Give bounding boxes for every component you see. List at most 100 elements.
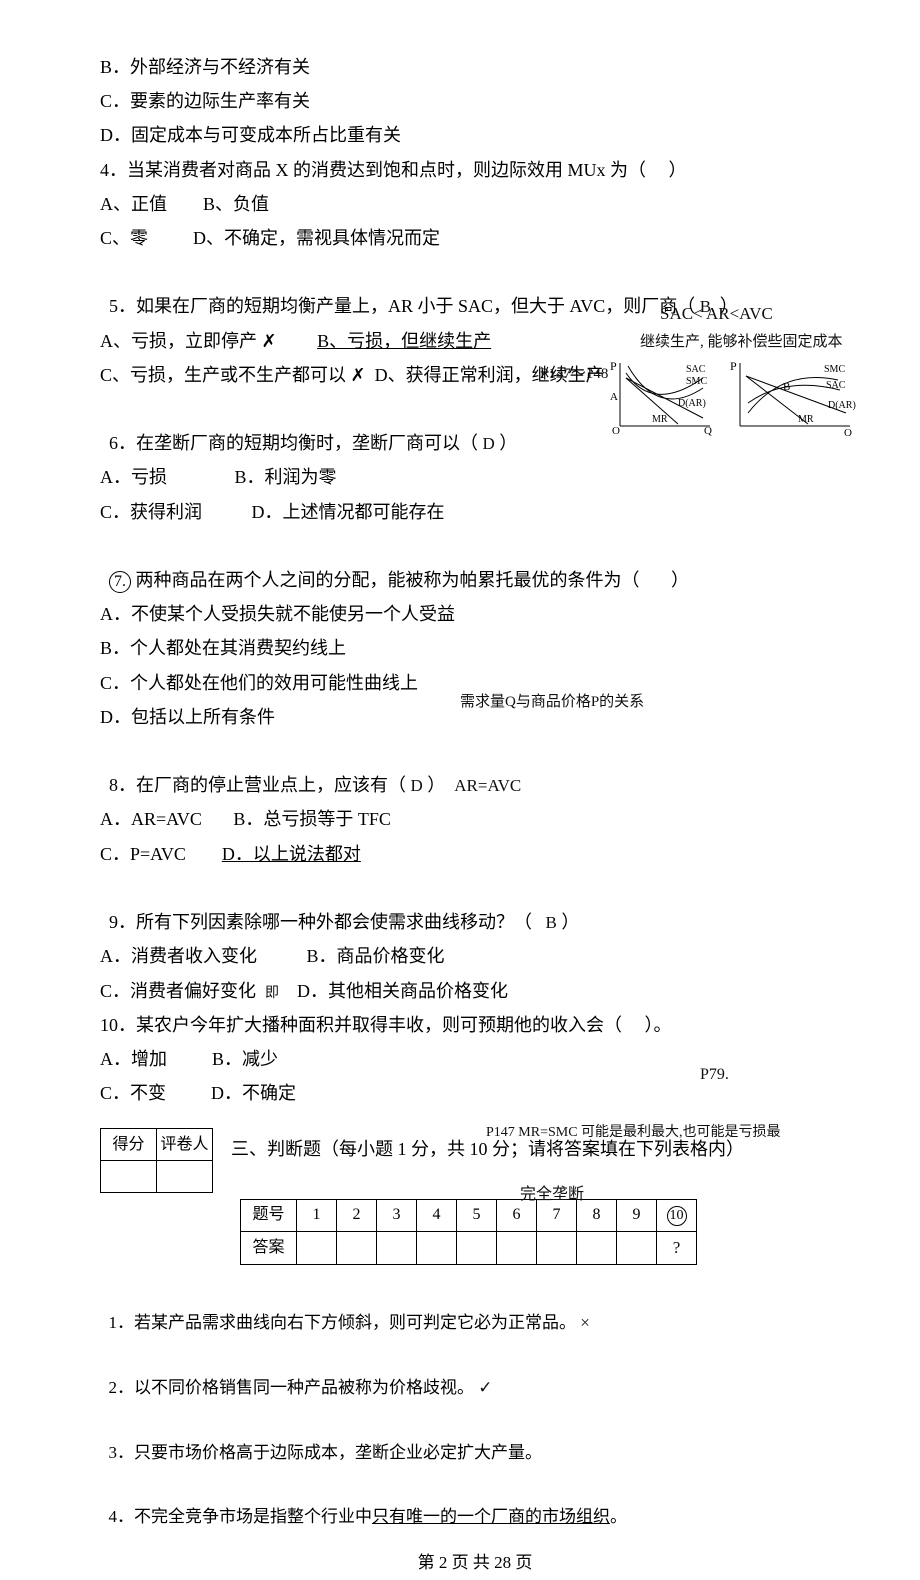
svg-text:B: B xyxy=(783,381,790,393)
q9-stem: 9．所有下列因素除哪一种外都会使需求曲线移动？（ B ） xyxy=(100,871,850,939)
q6-diagram-1: P Q O SAC SMC D(AR) MR A xyxy=(608,358,718,436)
judge-1-hand-pref: P79. xyxy=(700,1060,729,1090)
q4-row2: C、零 D、不确定，需视具体情况而定 xyxy=(100,221,850,255)
opt-c: C．要素的边际生产率有关 xyxy=(100,84,850,118)
q8-row2: C．P=AVC D．以上说法都对 xyxy=(100,837,850,871)
page-footer: 第 2 页 共 28 页 xyxy=(100,1547,850,1579)
score-cell-1 xyxy=(101,1161,157,1193)
ans-num-10-circled: 10 xyxy=(667,1206,687,1226)
q6-stem-b: ） xyxy=(499,433,517,453)
q4-stem: 4．当某消费者对商品 X 的消费达到饱和点时，则边际效用 MUx 为（ ） xyxy=(100,153,850,187)
q8-stem-a: 8．在厂商的停止营业点上，应该有（ xyxy=(109,775,406,795)
ans-num-4: 4 xyxy=(417,1200,457,1231)
svg-text:O: O xyxy=(612,425,620,436)
q9-a: A．消费者收入变化 xyxy=(100,946,257,966)
answer-table-headrow: 题号 1 2 3 4 5 6 7 8 9 10 xyxy=(241,1200,697,1231)
opt-d: D．固定成本与可变成本所占比重有关 xyxy=(100,118,850,152)
q7-stem: 7. 两种商品在两个人之间的分配，能被称为帕累托最优的条件为（ ） xyxy=(100,529,850,597)
q6-b: B．利润为零 xyxy=(235,467,337,487)
judge-2-mark: ✓ xyxy=(478,1378,492,1397)
judge-1: 1．若某产品需求曲线向右下方倾斜，则可判定它必为正常品。 × xyxy=(100,1275,850,1340)
q9-stem-b: ） xyxy=(561,912,579,932)
q8-d: D．以上说法都对 xyxy=(222,844,361,864)
ans-2 xyxy=(337,1231,377,1264)
q8-a: A．AR=AVC xyxy=(100,809,202,829)
q6-stem-a: 6．在垄断厂商的短期均衡时，垄断厂商可以（ xyxy=(109,433,478,453)
q8-hand-eq: AR=AVC xyxy=(454,776,521,795)
ans-8 xyxy=(577,1231,617,1264)
q5-b: B、亏损，但继续生产 xyxy=(317,331,491,351)
ans-7 xyxy=(537,1231,577,1264)
svg-text:D(AR): D(AR) xyxy=(678,398,706,409)
judge-3: 3．只要市场价格高于边际成本，垄断企业必定扩大产量。 xyxy=(100,1404,850,1469)
q8-row1: A．AR=AVC B．总亏损等于 TFC xyxy=(100,802,850,836)
q8-b: B．总亏损等于 TFC xyxy=(233,809,391,829)
answer-label-a: 答案 xyxy=(241,1231,297,1264)
q6-row2: C．获得利润 D．上述情况都可能存在 xyxy=(100,495,850,529)
q8-hand-answer: D xyxy=(411,776,423,795)
ans-10: ? xyxy=(657,1231,697,1264)
svg-text:SAC: SAC xyxy=(686,364,706,375)
q10-a: A．增加 xyxy=(100,1049,167,1069)
q9-row2: C．消费者偏好变化 即 D．其他相关商品价格变化 xyxy=(100,974,850,1008)
svg-text:SAC: SAC xyxy=(826,380,846,391)
ans-4 xyxy=(417,1231,457,1264)
q9-b: B．商品价格变化 xyxy=(307,946,445,966)
q7-b: B．个人都处在其消费契约线上 xyxy=(100,631,850,665)
opt-b: B．外部经济与不经济有关 xyxy=(100,50,850,84)
q8-stem-b: ） xyxy=(427,775,445,795)
ans-10-hand: ? xyxy=(673,1238,681,1257)
ans-num-3: 3 xyxy=(377,1200,417,1231)
svg-text:MR: MR xyxy=(652,414,668,425)
answer-table: 题号 1 2 3 4 5 6 7 8 9 10 答案 ? xyxy=(240,1199,697,1265)
svg-text:D(AR): D(AR) xyxy=(828,400,856,411)
q10-b: B．减少 xyxy=(212,1049,278,1069)
ans-5 xyxy=(457,1231,497,1264)
q10-d: D．不确定 xyxy=(211,1083,296,1103)
judge-2-text: 2．以不同价格销售同一种产品被称为价格歧视。 xyxy=(109,1378,475,1397)
q9-row1: A．消费者收入变化 B．商品价格变化 xyxy=(100,939,850,973)
judge-1-mark: × xyxy=(580,1313,590,1332)
ans-3 xyxy=(377,1231,417,1264)
svg-text:P: P xyxy=(730,359,737,373)
answer-label-q: 题号 xyxy=(241,1200,297,1231)
judge-3-hand: P147 MR=SMC 可能是最利最大,也可能是亏损最 xyxy=(486,1120,781,1147)
q8-stem: 8．在厂商的停止营业点上，应该有（ D ） AR=AVC xyxy=(100,734,850,802)
q8-hand-note: 需求量Q与商品价格P的关系 xyxy=(460,688,644,717)
q4-row1: A、正值 B、负值 xyxy=(100,187,850,221)
judge-3-text: 3．只要市场价格高于边际成本，垄断企业必定扩大产量。 xyxy=(109,1443,543,1462)
q6-c: C．获得利润 xyxy=(100,502,202,522)
judge-4-text-b: 只有唯一的一个厂商的市场组织 xyxy=(372,1507,610,1526)
q6-answer-hand: D xyxy=(483,434,495,453)
q4-a: A、正值 xyxy=(100,194,167,214)
answer-table-ansrow: 答案 ? xyxy=(241,1231,697,1264)
ans-num-5: 5 xyxy=(457,1200,497,1231)
q9-stem-a: 9．所有下列因素除哪一种外都会使需求曲线移动？（ xyxy=(109,912,532,932)
q5-c: C、亏损，生产或不生产都可以 xyxy=(100,365,346,385)
ans-1 xyxy=(297,1231,337,1264)
q6-hand-page: P147～148 xyxy=(540,360,608,389)
q10-row1: A．增加 B．减少 xyxy=(100,1042,850,1076)
ans-num-10: 10 xyxy=(657,1200,697,1231)
svg-text:A: A xyxy=(610,391,618,403)
q6-diagram-2: P Q SMC SAC D(AR) MR B xyxy=(728,358,858,436)
score-header-1: 得分 xyxy=(101,1129,157,1161)
ans-num-9: 9 xyxy=(617,1200,657,1231)
svg-text:MR: MR xyxy=(798,414,814,425)
svg-text:Q: Q xyxy=(704,425,712,436)
q9-hand-insert: 即 xyxy=(265,986,279,1001)
judge-2: 2．以不同价格销售同一种产品被称为价格歧视。 ✓ xyxy=(100,1340,850,1405)
ans-9 xyxy=(617,1231,657,1264)
q6-d: D．上述情况都可能存在 xyxy=(252,502,445,522)
judge-4-text-c: 。 xyxy=(610,1507,627,1526)
score-table: 得分评卷人 xyxy=(100,1128,213,1193)
judge-4-text-a: 4．不完全竞争市场是指整个行业中 xyxy=(109,1507,373,1526)
q6-row1: A．亏损 B．利润为零 xyxy=(100,460,850,494)
q5-hand-right2: 继续生产, 能够补偿些固定成本 xyxy=(640,328,843,357)
svg-text:P: P xyxy=(610,359,617,373)
q4-c: C、零 xyxy=(100,228,148,248)
score-header-2: 评卷人 xyxy=(157,1129,213,1161)
q9-hand-answer: B xyxy=(546,913,557,932)
ans-6 xyxy=(497,1231,537,1264)
ans-num-2: 2 xyxy=(337,1200,377,1231)
